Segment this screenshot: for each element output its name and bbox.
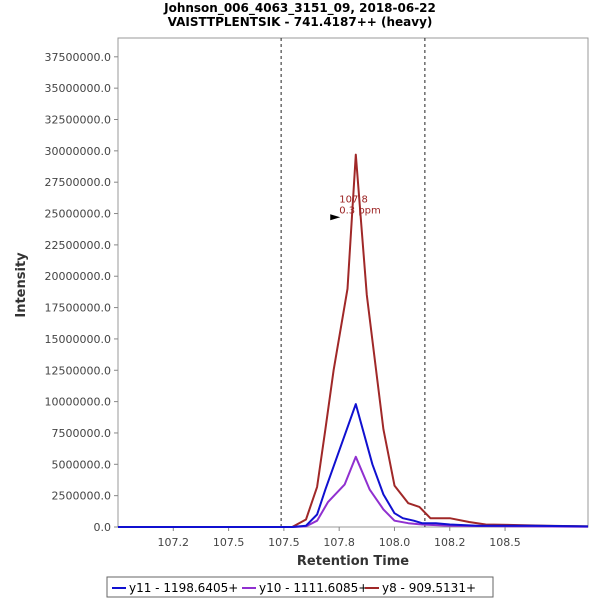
x-tick-label: 107.5 — [213, 536, 245, 549]
peak-annotation: 107.80.3 ppm — [330, 194, 381, 221]
chart-subtitle: VAISTTPLENTSIK - 741.4187++ (heavy) — [168, 15, 433, 29]
y-tick-label: 37500000.0 — [45, 51, 111, 64]
series-line — [118, 403, 589, 528]
annotation-ppm: 0.3 ppm — [339, 205, 381, 216]
y-tick-label: 7500000.0 — [52, 427, 112, 440]
y-tick-label: 2500000.0 — [52, 490, 112, 503]
annotation-rt: 107.8 — [339, 194, 368, 205]
peak-arrow-icon — [330, 214, 341, 221]
legend-label: y11 - 1198.6405+ — [129, 581, 238, 595]
x-tick-label: 107.8 — [323, 536, 355, 549]
x-axis-ticks: 107.2 107.5 107.5 107.8 108.0 108.2 108.5 — [158, 527, 521, 549]
legend-box — [106, 576, 494, 598]
y-tick-label: 5000000.0 — [52, 458, 112, 471]
y-tick-label: 12500000.0 — [45, 364, 111, 377]
y-tick-label: 32500000.0 — [45, 114, 111, 127]
legend: y11 - 1198.6405+ y10 - 1111.6085+ y8 - 909… — [112, 581, 476, 595]
y-axis-label: Intensity — [14, 252, 29, 318]
x-tick-label: 108.2 — [434, 536, 466, 549]
y-tick-label: 10000000.0 — [45, 396, 111, 409]
plot-area — [117, 37, 589, 528]
y-tick-label: 15000000.0 — [45, 333, 111, 346]
x-tick-label: 108.0 — [379, 536, 411, 549]
series-layer — [118, 153, 589, 528]
y-tick-label: 20000000.0 — [45, 270, 111, 283]
y-tick-label: 30000000.0 — [45, 145, 111, 158]
x-axis-label: Retention Time — [297, 554, 409, 569]
y-tick-label: 25000000.0 — [45, 208, 111, 221]
y-axis-ticks: 0.0 2500000.0 5000000.0 7500000.0 10000000.0… — [45, 51, 118, 534]
series-line — [118, 153, 589, 528]
y-tick-label: 17500000.0 — [45, 302, 111, 315]
y-tick-label: 22500000.0 — [45, 239, 111, 252]
y-tick-label: 27500000.0 — [45, 176, 111, 189]
x-tick-label: 107.5 — [268, 536, 300, 549]
chart-title: Johnson_006_4063_3151_09, 2018-06-22 — [163, 1, 436, 16]
legend-label: y10 - 1111.6085+ — [259, 581, 368, 595]
x-tick-label: 107.2 — [158, 536, 190, 549]
y-tick-label: 35000000.0 — [45, 82, 111, 95]
x-tick-label: 108.5 — [489, 536, 521, 549]
y-tick-label: 0.0 — [94, 521, 112, 534]
legend-label: y8 - 909.5131+ — [382, 581, 476, 595]
